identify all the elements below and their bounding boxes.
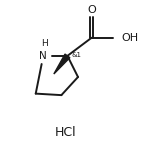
Polygon shape [54,54,70,74]
Text: H: H [41,39,48,48]
Text: O: O [87,5,96,15]
Text: HCl: HCl [55,126,77,139]
Text: N: N [39,51,47,61]
Text: OH: OH [121,33,138,43]
Text: &1: &1 [71,52,81,58]
